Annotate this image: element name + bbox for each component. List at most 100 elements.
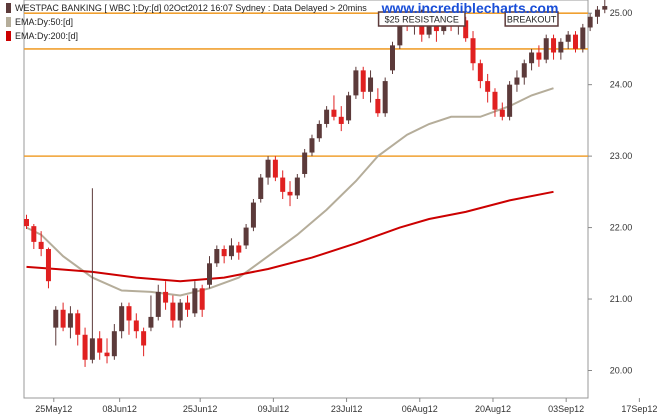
candle-body xyxy=(265,159,271,178)
candle xyxy=(287,181,293,207)
candle-body xyxy=(24,219,29,227)
candle-body xyxy=(177,302,183,321)
candle-layer xyxy=(24,0,608,367)
candle-body xyxy=(580,27,586,49)
candle-body xyxy=(170,302,176,321)
candle xyxy=(485,73,491,103)
candle xyxy=(390,41,395,74)
candle xyxy=(368,70,374,103)
candle-body xyxy=(45,249,51,282)
candle-body xyxy=(521,63,527,78)
candle xyxy=(243,224,249,250)
x-tick-label: 08Jun12 xyxy=(102,404,137,414)
candle xyxy=(507,81,513,121)
candle xyxy=(346,91,352,124)
candle xyxy=(470,31,476,71)
candle xyxy=(338,106,344,132)
candle xyxy=(228,238,234,260)
candle xyxy=(477,59,483,89)
candle xyxy=(199,284,205,317)
candle-body xyxy=(565,34,571,42)
site-watermark: www.incrediblecharts.com xyxy=(381,0,559,16)
candle xyxy=(185,295,191,317)
candle-body xyxy=(507,84,513,117)
candle xyxy=(24,214,29,230)
candle xyxy=(382,77,388,117)
candle-body xyxy=(587,16,593,28)
candle xyxy=(53,306,59,346)
candle xyxy=(331,95,337,121)
x-tick-label: 20Aug12 xyxy=(475,404,511,414)
candle xyxy=(324,106,330,128)
candle-body xyxy=(126,306,132,321)
candle xyxy=(82,327,88,367)
candle-body xyxy=(338,116,344,124)
candle xyxy=(214,245,220,267)
plot-frame xyxy=(23,0,589,399)
legend-label: WESTPAC BANKING [ WBC ]:Dy:[d] 02Oct2012… xyxy=(15,3,367,13)
candle-body xyxy=(353,70,359,96)
candle-body xyxy=(148,316,154,328)
candle xyxy=(258,173,264,203)
candle-body xyxy=(82,334,88,360)
candle xyxy=(309,134,315,157)
candle xyxy=(353,66,359,99)
candle xyxy=(602,0,608,14)
candle xyxy=(521,59,527,85)
candle-body xyxy=(558,41,564,53)
candle-body xyxy=(133,320,139,332)
y-tick-label: 25.00 xyxy=(610,8,633,18)
candle xyxy=(126,302,132,335)
candle xyxy=(492,88,498,117)
candle-body xyxy=(536,52,542,60)
candle-body xyxy=(375,98,381,114)
candle-body xyxy=(463,20,469,39)
callout-box xyxy=(377,11,466,27)
y-tick-label: 22.00 xyxy=(610,223,633,233)
candle xyxy=(141,327,147,357)
candle-body xyxy=(199,288,205,310)
candle xyxy=(104,338,110,364)
candle-body xyxy=(31,226,37,242)
ema200-line xyxy=(26,190,554,283)
candle xyxy=(221,245,227,264)
candle xyxy=(375,88,381,117)
candle-body xyxy=(499,109,505,117)
candle-body xyxy=(470,38,476,64)
legend-swatch xyxy=(6,17,11,27)
candle-body xyxy=(382,81,388,114)
candle-body xyxy=(397,20,403,46)
candle-body xyxy=(89,338,95,360)
candle xyxy=(302,148,308,178)
candle-body xyxy=(287,191,293,196)
candle-body xyxy=(316,123,322,139)
candle-body xyxy=(551,38,557,53)
candle-body xyxy=(485,81,491,92)
candle-body xyxy=(97,338,103,353)
candle-body xyxy=(38,241,44,250)
callout-box xyxy=(504,11,559,27)
legend-label: EMA:Dy:50:[d] xyxy=(15,17,73,27)
axis-layer: 20.00 21.00 22.00 23.00 24.00 25.00 25May12 08J… xyxy=(35,8,657,414)
candle-body xyxy=(111,331,117,357)
candle xyxy=(280,170,286,199)
candle xyxy=(265,156,271,185)
candle-body xyxy=(60,309,66,328)
callout-label: BREAKOUT xyxy=(507,15,557,25)
candle-body xyxy=(119,306,125,332)
candle xyxy=(594,6,600,24)
candle-body xyxy=(514,77,520,85)
candle xyxy=(499,102,505,121)
candle xyxy=(250,198,256,232)
candle xyxy=(31,224,37,250)
candle-body xyxy=(185,302,191,310)
candle-body xyxy=(163,291,169,303)
candle-body xyxy=(426,20,432,35)
candle-body xyxy=(360,70,366,92)
callout-layer: $25 RESISTANCE BREAKOUT xyxy=(377,9,559,27)
candle xyxy=(89,188,95,364)
candle-body xyxy=(324,109,330,124)
candle-body xyxy=(228,245,234,257)
